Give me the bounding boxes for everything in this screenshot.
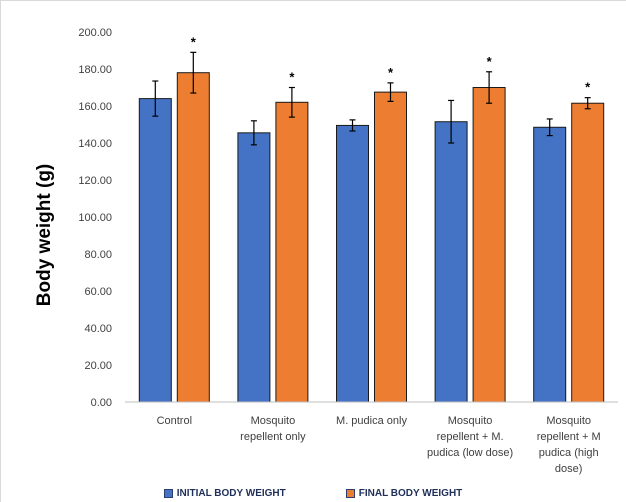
x-category-label: M. pudica only — [336, 415, 407, 427]
x-category-label: repellent + M — [537, 431, 601, 443]
y-tick-label: 120.00 — [78, 175, 112, 187]
bar-final — [472, 87, 506, 403]
x-category-label: dose) — [555, 463, 583, 475]
x-category-label: repellent only — [240, 431, 306, 443]
y-tick-label: 180.00 — [78, 64, 112, 76]
legend: INITIAL BODY WEIGHT FINAL BODY WEIGHT — [0, 485, 626, 502]
significance-star: * — [487, 54, 493, 69]
bars — [138, 72, 605, 403]
bar-final — [275, 101, 309, 403]
legend-swatch-final — [345, 489, 355, 498]
legend-item-initial: INITIAL BODY WEIGHT — [163, 488, 286, 499]
y-tick-label: 40.00 — [84, 323, 112, 335]
x-category-label: Mosquito — [251, 415, 296, 427]
y-tick-label: 60.00 — [84, 286, 112, 298]
frame-top-border — [0, 0, 626, 1]
bar-initial — [336, 124, 369, 403]
y-tick-label: 0.00 — [91, 397, 112, 409]
x-axis-categories: Control Mosquito repellent only M. pudica o… — [157, 415, 601, 475]
x-category-label: Mosquito — [448, 415, 493, 427]
significance-star: * — [289, 70, 295, 85]
bar-initial — [434, 121, 468, 403]
significance-star: * — [191, 34, 197, 49]
y-tick-label: 20.00 — [84, 360, 112, 372]
legend-label-final: FINAL BODY WEIGHT — [358, 488, 463, 499]
x-category-label: pudica (low dose) — [427, 447, 513, 459]
bar-final — [571, 102, 605, 403]
y-tick-label: 160.00 — [78, 101, 112, 113]
y-axis-label: Body weight (g) — [34, 164, 55, 306]
legend-item-final: FINAL BODY WEIGHT — [345, 488, 463, 499]
frame-left-border — [0, 0, 1, 502]
legend-swatch-initial — [163, 489, 173, 498]
significance-star: * — [388, 65, 394, 80]
bar-final — [374, 91, 407, 403]
bar-initial — [533, 126, 567, 403]
error-bars — [152, 51, 591, 146]
y-tick-label: 140.00 — [78, 138, 112, 150]
y-tick-label: 80.00 — [84, 249, 112, 261]
x-category-label: Mosquito — [546, 415, 591, 427]
bar-final — [176, 72, 210, 403]
significance-star: * — [585, 80, 591, 95]
y-axis-ticks: 0.00 20.00 40.00 60.00 80.00 100.00 120.00 140.… — [78, 27, 112, 409]
x-category-label: pudica (high — [539, 447, 599, 459]
y-tick-label: 200.00 — [78, 27, 112, 39]
x-category-label: Control — [157, 415, 192, 427]
bar-initial — [138, 98, 172, 403]
bar-initial — [237, 132, 271, 403]
significance-markers: * * * * * — [191, 34, 591, 94]
y-tick-label: 100.00 — [78, 212, 112, 224]
x-category-label: repellent + M. — [437, 431, 504, 443]
legend-label-initial: INITIAL BODY WEIGHT — [176, 488, 286, 499]
